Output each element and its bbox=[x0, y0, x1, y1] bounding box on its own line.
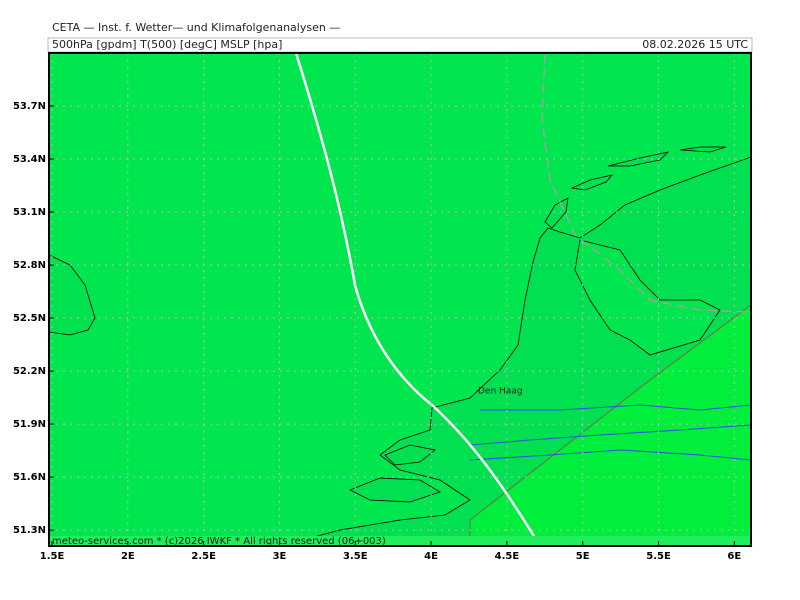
y-tick-label: 51.9N bbox=[13, 419, 46, 430]
x-tick-label: 5.5E bbox=[646, 551, 671, 562]
x-tick-label: 4.5E bbox=[495, 551, 520, 562]
dashed-contour bbox=[541, 53, 751, 313]
footer: meteo-services.com * (c)2026 IWKF * All … bbox=[52, 536, 386, 547]
x-tick-label: 4E bbox=[424, 551, 438, 562]
y-tick-label: 51.3N bbox=[13, 525, 46, 536]
header-title: CETA — Inst. f. Wetter— und Klimafolgena… bbox=[52, 21, 340, 34]
x-tick-label: 5E bbox=[576, 551, 590, 562]
x-tick-label: 3.5E bbox=[343, 551, 368, 562]
island bbox=[679, 146, 727, 153]
y-tick-label: 52.8N bbox=[13, 260, 46, 271]
x-tick-label: 2E bbox=[121, 551, 135, 562]
map-area: meteo-services.com * (c)2026 IWKF * All … bbox=[49, 53, 751, 547]
y-tick-label: 51.6N bbox=[13, 472, 46, 483]
x-tick-label: 6E bbox=[727, 551, 741, 562]
header-time: 08.02.2026 15 UTC bbox=[642, 38, 748, 51]
y-tick-label: 53.4N bbox=[13, 154, 46, 165]
frame bbox=[48, 52, 752, 547]
x-tick-label: 2.5E bbox=[191, 551, 216, 562]
y-tick-label: 52.2N bbox=[13, 366, 46, 377]
x-tick-label: 1.5E bbox=[40, 551, 65, 562]
isotherm bbox=[294, 53, 542, 546]
island bbox=[570, 174, 614, 191]
footer-strip bbox=[49, 536, 751, 546]
grid bbox=[49, 53, 751, 546]
y-tick-label: 53.7N bbox=[13, 101, 46, 112]
y-tick-label: 52.5N bbox=[13, 313, 46, 324]
city-label: Den Haag bbox=[478, 387, 523, 397]
ijsselmeer bbox=[574, 239, 721, 356]
warm-region bbox=[469, 304, 751, 546]
y-tick-label: 53.1N bbox=[13, 207, 46, 218]
rivers bbox=[469, 404, 751, 461]
zeeland bbox=[349, 444, 441, 503]
header-fields: 500hPa [gpdm] T(500) [degC] MSLP [hpa] bbox=[52, 38, 282, 51]
england bbox=[49, 254, 96, 336]
x-tick-label: 3E bbox=[273, 551, 287, 562]
